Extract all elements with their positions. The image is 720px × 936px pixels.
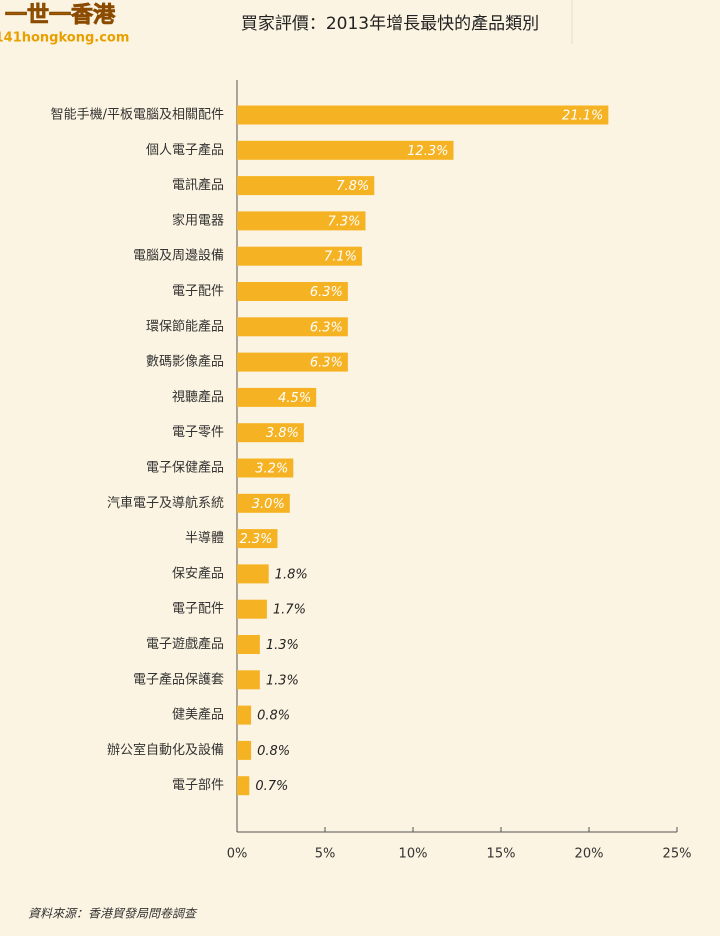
y-tick-label: 家用電器: [172, 212, 224, 228]
y-tick-label: 視聽產品: [172, 389, 224, 405]
bar: [237, 105, 609, 125]
bar: [237, 282, 348, 301]
data-label: 3.0%: [252, 497, 285, 512]
y-tick-label: 電訊產品: [172, 177, 224, 193]
y-tick-label: 汽車電子及導航系統: [107, 495, 224, 511]
data-label: 7.1%: [324, 250, 357, 265]
data-label: 3.8%: [266, 426, 299, 441]
y-tick-label: 半導體: [185, 531, 224, 546]
x-tick-label: 20%: [575, 847, 604, 862]
data-label: 12.3%: [407, 144, 448, 159]
bar: [237, 635, 260, 654]
y-tick-label: 智能手機/平板電腦及相關配件: [51, 108, 224, 123]
x-tick-label: 15%: [487, 847, 516, 862]
data-label: 6.3%: [310, 285, 343, 300]
bar: [237, 423, 304, 443]
data-label: 3.2%: [255, 462, 288, 477]
data-label: 21.1%: [562, 109, 603, 124]
bar: [237, 211, 366, 231]
x-tick-label: 25%: [663, 847, 692, 862]
bar: [237, 176, 375, 196]
x-tick-label: 0%: [227, 847, 248, 862]
data-label: 6.3%: [310, 356, 343, 371]
y-tick-label: 電子配件: [172, 602, 224, 617]
x-tick-label: 5%: [315, 847, 336, 862]
y-tick-label: 電子配件: [172, 284, 224, 299]
data-label: 0.8%: [257, 744, 290, 759]
source-note: 資料來源：香港貿發局問卷調查: [28, 907, 198, 921]
y-tick-label: 環保節能產品: [146, 318, 224, 334]
y-tick-label: 電腦及周邊設備: [133, 248, 224, 264]
y-tick-label: 電子零件: [172, 425, 224, 440]
bar: [237, 352, 348, 372]
data-label: 2.3%: [239, 532, 272, 547]
data-label: 0.7%: [255, 779, 288, 794]
bar: [237, 670, 260, 690]
data-label: 7.8%: [336, 179, 369, 194]
data-label: 6.3%: [310, 320, 343, 335]
y-tick-label: 數碼影像產品: [146, 354, 224, 370]
data-label: 7.3%: [327, 214, 360, 229]
logo-name: 一世一香港: [5, 3, 116, 28]
chart-title: 買家評價：2013年增長最快的產品類別: [241, 14, 539, 34]
bar: [237, 493, 290, 513]
y-tick-label: 電子遊戲產品: [146, 636, 224, 652]
data-label: 4.5%: [278, 391, 311, 406]
bar: [237, 140, 454, 160]
bar: [237, 317, 348, 337]
bar: [237, 599, 267, 619]
bar: [237, 740, 252, 760]
x-tick-label: 10%: [399, 847, 428, 862]
y-tick-label: 保安產品: [172, 565, 224, 581]
bar: [237, 246, 362, 266]
y-tick-label: 個人電子產品: [146, 142, 224, 158]
logo-site: 141hongkong.com: [0, 31, 129, 46]
data-label: 1.3%: [266, 638, 299, 653]
y-tick-label: 電子部件: [172, 778, 224, 793]
bar: [237, 387, 317, 407]
bar: [237, 776, 250, 796]
y-tick-label: 電子保健產品: [146, 460, 224, 476]
bar: [237, 564, 269, 584]
bar: [237, 529, 278, 549]
bar: [237, 705, 252, 725]
y-tick-label: 電子產品保護套: [133, 671, 224, 687]
bar: [237, 458, 294, 478]
data-label: 0.8%: [257, 709, 290, 724]
data-label: 1.3%: [266, 673, 299, 688]
y-tick-label: 辦公室自動化及設備: [107, 742, 224, 758]
data-label: 1.8%: [275, 567, 308, 582]
data-label: 1.7%: [273, 603, 306, 618]
y-tick-label: 健美產品: [172, 707, 224, 723]
